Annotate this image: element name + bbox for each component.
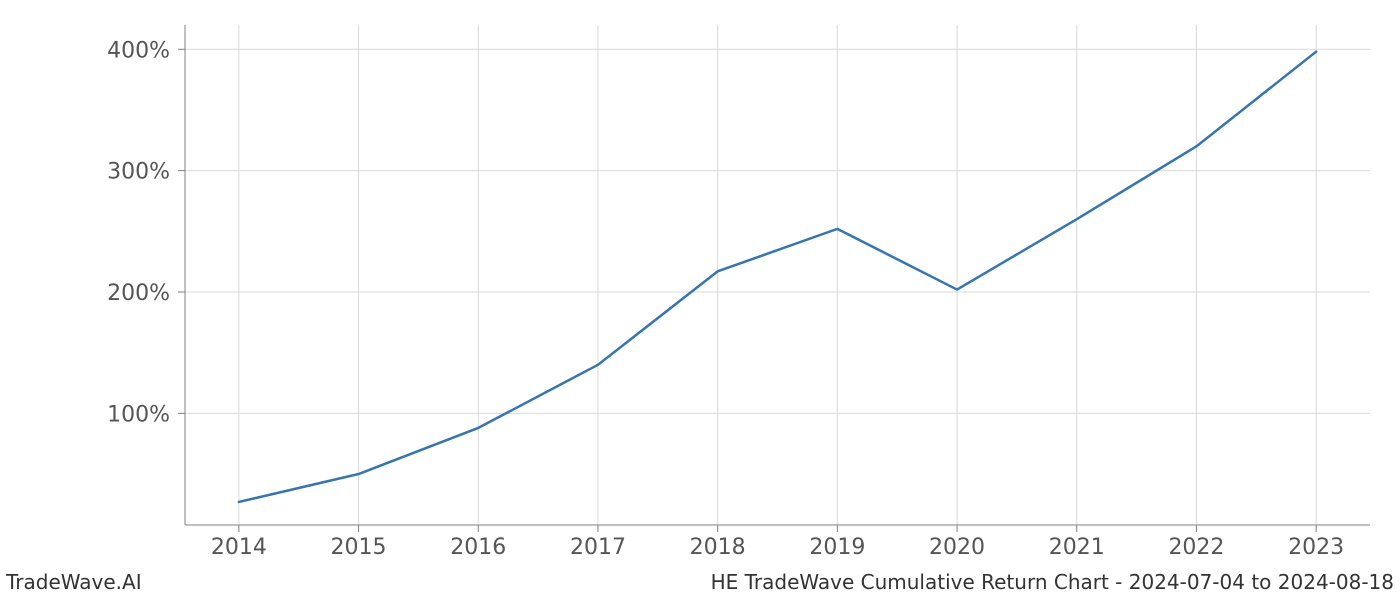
footer-brand: TradeWave.AI [6, 570, 142, 594]
x-tick-label: 2019 [809, 535, 865, 560]
y-tick-label: 200% [107, 281, 170, 306]
chart-container: 2014 2015 2016 2017 2018 2019 2020 2021 2022 2023… [0, 0, 1400, 600]
x-tick-label: 2021 [1049, 535, 1105, 560]
x-tick-label: 2016 [450, 535, 506, 560]
return-chart: 2014 2015 2016 2017 2018 2019 2020 2021 2022 2023… [0, 0, 1400, 600]
x-tick-label: 2023 [1288, 535, 1344, 560]
x-tick-label: 2018 [690, 535, 746, 560]
x-tick-label: 2020 [929, 535, 985, 560]
x-tick-label: 2017 [570, 535, 626, 560]
y-tick-label: 400% [107, 38, 170, 63]
x-tick-label: 2015 [331, 535, 387, 560]
x-tick-label: 2022 [1168, 535, 1224, 560]
y-tick-label: 300% [107, 160, 170, 185]
footer-caption: HE TradeWave Cumulative Return Chart - 2… [711, 570, 1394, 594]
y-tick-label: 100% [107, 402, 170, 427]
x-tick-label: 2014 [211, 535, 267, 560]
